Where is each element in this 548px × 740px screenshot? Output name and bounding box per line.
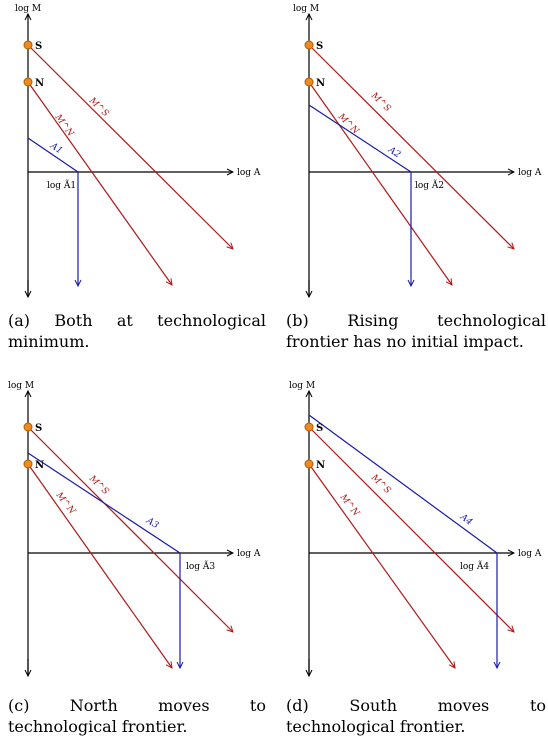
s-point (23, 422, 33, 432)
mn-label: M^N (53, 490, 77, 517)
n-point (23, 77, 33, 87)
mn-line (27, 81, 172, 285)
a-line (308, 414, 498, 554)
s-point (304, 422, 314, 432)
mn-line (27, 463, 172, 668)
s-label: S (316, 423, 323, 434)
caption: (b) Rising technological frontier has no… (286, 311, 546, 351)
x-axis-label: log A (237, 168, 261, 178)
ms-label: M^S (368, 472, 392, 496)
n-label: N (316, 460, 325, 471)
ms-line (308, 44, 514, 249)
x-axis-label: log A (518, 549, 542, 559)
mn-line (308, 81, 452, 285)
panel-a: log M log A S N M^S M^N A1 log Ã1 (a) Bo… (0, 0, 274, 370)
panel-d: log M log A S N M^S M^N A4 log Ã4 (d) So… (280, 375, 548, 740)
caption: (a) Both at technological minimum. (8, 311, 266, 351)
a-line (27, 452, 181, 554)
s-label: S (35, 423, 42, 434)
mn-line (308, 463, 455, 668)
y-axis-label: log M (15, 4, 41, 14)
a-label: A3 (144, 516, 161, 532)
ms-line (27, 44, 233, 249)
x-axis-label: log A (518, 168, 542, 178)
y-axis-label: log M (8, 381, 34, 391)
diagram-a: log M log A S N M^S M^N A1 log Ã1 (15, 4, 261, 300)
a-line (27, 137, 79, 173)
a-label: A2 (385, 145, 402, 161)
tick-label: log Ã1 (47, 179, 76, 191)
a-line (308, 104, 412, 173)
n-label: N (35, 78, 44, 89)
diagram-c: log M log A S N M^S M^N A3 log Ã3 (8, 381, 261, 675)
s-point (304, 40, 314, 50)
n-label: N (316, 78, 325, 89)
ms-label: M^S (368, 90, 392, 114)
s-label: S (316, 41, 323, 52)
ms-line (308, 426, 514, 632)
caption: (c) North moves to technological frontie… (8, 696, 266, 736)
tick-label: log Ã2 (415, 179, 444, 191)
x-axis-label: log A (237, 549, 261, 559)
diagram-d: log M log A S N M^S M^N A4 log Ã4 (289, 381, 542, 675)
n-label: N (35, 460, 44, 471)
n-point (23, 459, 33, 469)
y-axis-label: log M (289, 381, 315, 391)
ms-line (27, 426, 233, 632)
panel-b: log M log A S N M^S M^N A2 log Ã2 (b) Ri… (280, 0, 548, 370)
tick-label: log Ã4 (460, 560, 489, 572)
y-axis-label: log M (293, 4, 319, 14)
s-point (23, 40, 33, 50)
diagram-b: log M log A S N M^S M^N A2 log Ã2 (293, 4, 542, 300)
n-point (304, 459, 314, 469)
n-point (304, 77, 314, 87)
s-label: S (35, 41, 42, 52)
panel-c: log M log A S N M^S M^N A3 log Ã3 (c) No… (0, 375, 274, 740)
a-label: A1 (47, 141, 64, 157)
caption: (d) South moves to technological frontie… (286, 696, 546, 736)
mn-label: M^N (337, 492, 361, 519)
tick-label: log Ã3 (186, 560, 215, 572)
mn-label: M^N (52, 112, 76, 140)
